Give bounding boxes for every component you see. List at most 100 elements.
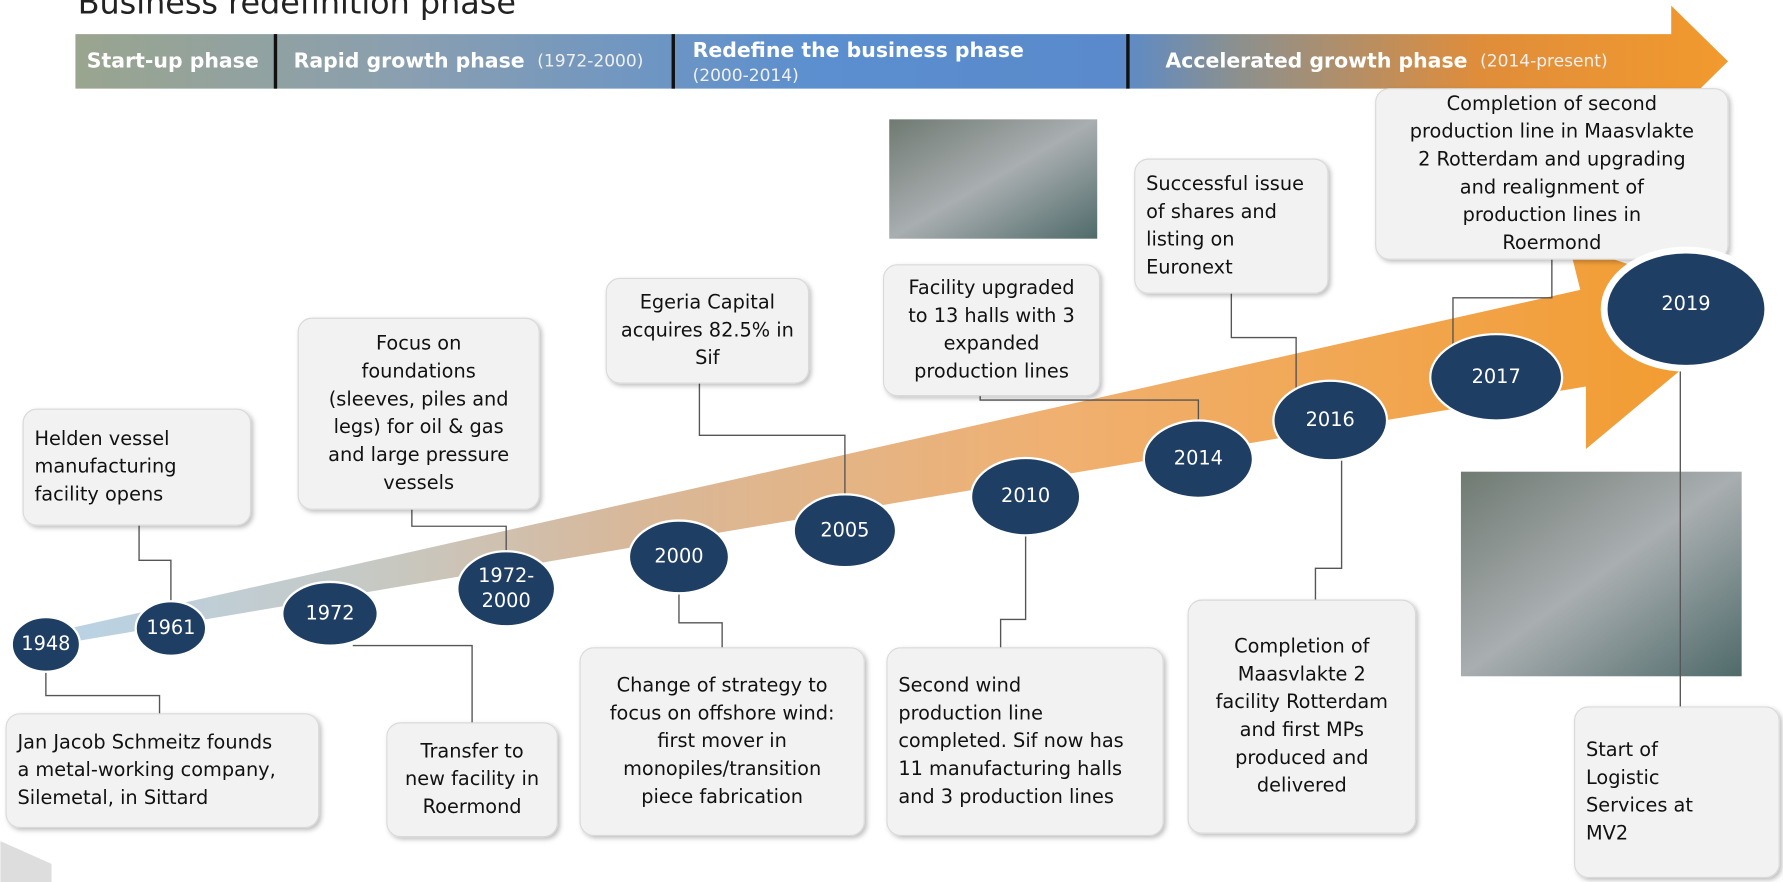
note-line: Maasvlakte 2 [1238, 662, 1366, 685]
note-box [297, 317, 540, 510]
note-line: a metal-working company, [17, 758, 275, 781]
facility-photo [889, 119, 1098, 239]
note-box [386, 722, 558, 838]
note-line: acquires 82.5% in [621, 318, 794, 341]
year-node [627, 519, 731, 595]
connectors [45, 259, 1681, 723]
note-line: Roermond [1502, 231, 1601, 254]
note-line: Roermond [423, 795, 522, 818]
note-line: first mover in [657, 729, 787, 752]
note-box [1187, 599, 1417, 834]
note-line: Services at [1586, 794, 1693, 817]
year-node [134, 600, 208, 657]
phase-name: Start-up phase [87, 48, 259, 72]
note-line: Facility upgraded [909, 276, 1075, 299]
note-box [579, 647, 865, 836]
note-box [886, 647, 1164, 836]
year-node [10, 616, 82, 673]
note-line: manufacturing [35, 455, 177, 478]
note-line: 11 manufacturing halls [898, 757, 1122, 780]
note-line: of shares and [1146, 200, 1277, 223]
connector [352, 644, 473, 723]
year-node [456, 550, 557, 628]
note-line: Completion of second [1447, 92, 1657, 115]
year-label: 2010 [1001, 484, 1050, 507]
connector [678, 581, 723, 648]
year-label: 1972- [478, 564, 534, 587]
note-line: legs) for oil & gas [334, 415, 504, 438]
note-line: 2 Rotterdam and upgrading [1418, 147, 1686, 170]
connector [411, 509, 507, 560]
year-node [969, 456, 1082, 537]
year-node [1429, 333, 1564, 422]
year-label: 2017 [1472, 365, 1521, 388]
note-box [605, 277, 810, 384]
note-box [882, 264, 1101, 397]
note-box [1134, 158, 1329, 294]
notes: Jan Jacob Schmeitz founds a metal-working… [5, 88, 1780, 879]
year-label: 2005 [820, 518, 869, 541]
year-label: 1972 [305, 601, 354, 624]
year-label: 2016 [1306, 408, 1355, 431]
phase-period: (2014-present) [1480, 51, 1608, 71]
note-line: focus on offshore wind: [610, 701, 835, 724]
note-line: facility Rotterdam [1216, 690, 1388, 713]
phase-name: Accelerated growth phase [1165, 48, 1467, 72]
connector [979, 395, 1200, 435]
note-line: Euronext [1146, 255, 1233, 278]
note-line: MV2 [1586, 821, 1628, 844]
phase-name: Rapid growth phase [294, 48, 525, 72]
year-node [1272, 379, 1389, 462]
phase-bar [75, 5, 1729, 118]
note-line: delivered [1257, 774, 1347, 797]
connector [1230, 293, 1297, 396]
year-label: 2014 [1174, 447, 1223, 470]
note-line: to 13 halls with 3 [908, 304, 1075, 327]
phase-label: Rapid growth phase (1972-2000) [294, 48, 644, 72]
note-line: vessels [383, 471, 454, 494]
note-line: listing on [1146, 228, 1234, 251]
note-line: Jan Jacob Schmeitz founds [16, 730, 272, 753]
year-label: 2000 [482, 589, 531, 612]
phase-labels: Start-up phase Rapid growth phase (1972-2… [87, 38, 1608, 86]
year-label: 2000 [654, 544, 703, 567]
timeline-band [23, 244, 1757, 651]
note-line: Sif [695, 346, 721, 369]
note-line: Silemetal, in Sittard [17, 786, 208, 809]
nodes: 1948196119721972-20002000200520102014201… [10, 246, 1772, 673]
year-label: 1961 [146, 616, 195, 639]
phase-name: Redefine the business phase [693, 38, 1024, 62]
year-label: 1948 [21, 632, 70, 655]
year-node [281, 580, 379, 647]
note-line: and large pressure [328, 443, 509, 466]
note-line: Successful issue [1146, 172, 1304, 195]
phase-label: Redefine the business phase [693, 38, 1024, 62]
note-line: new facility in [405, 767, 539, 790]
phase-label: Accelerated growth phase (2014-present) [1165, 48, 1607, 72]
note-box [1375, 88, 1729, 260]
phase-period: (2000-2014) [693, 66, 799, 86]
note-line: production lines [914, 359, 1069, 382]
note-line: produced and [1235, 746, 1368, 769]
note-line: and 3 production lines [898, 785, 1114, 808]
connector [999, 522, 1027, 648]
note-line: production lines in [1463, 203, 1642, 226]
connector [698, 383, 846, 506]
note-line: and first MPs [1240, 718, 1364, 741]
note-line: completed. Sif now has [898, 729, 1123, 752]
title: Business redefinition phase [78, 0, 516, 22]
note-line: Transfer to [420, 739, 524, 762]
note-line: Focus on [376, 332, 461, 355]
note-line: Second wind [898, 673, 1021, 696]
note-line: Helden vessel [35, 427, 170, 450]
note-line: Logistic [1586, 766, 1659, 789]
note-line: piece fabrication [641, 785, 803, 808]
note-box [1574, 706, 1780, 879]
note-line: (sleeves, piles and [329, 387, 509, 410]
note-line: facility opens [35, 482, 164, 505]
connector [45, 670, 161, 714]
year-node [1142, 419, 1255, 499]
connector [1452, 259, 1553, 353]
